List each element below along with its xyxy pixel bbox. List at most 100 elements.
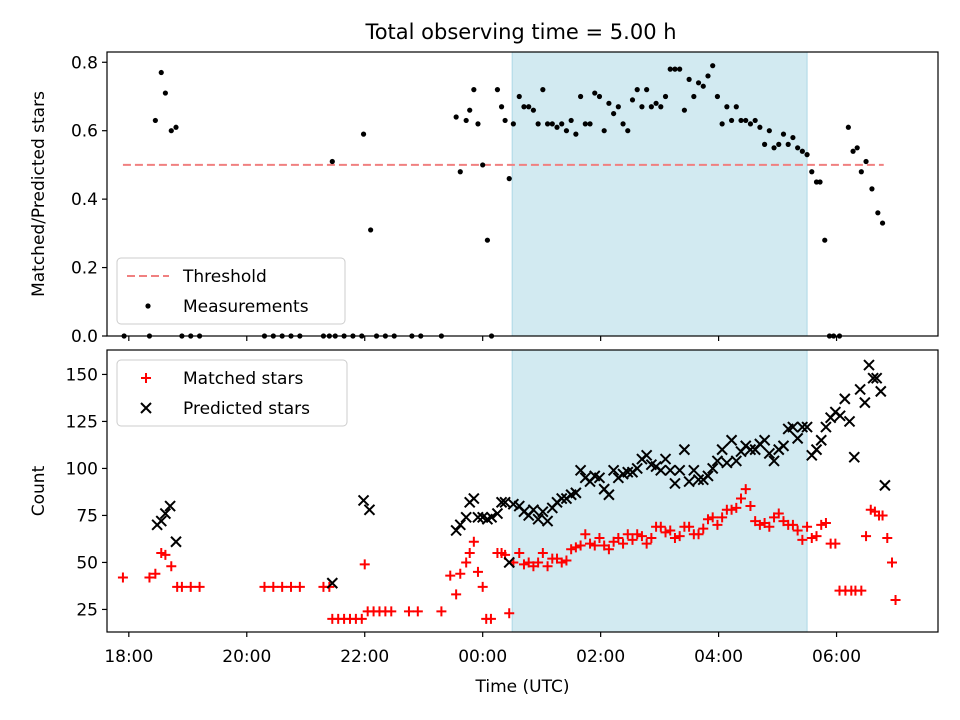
measurement-point bbox=[850, 148, 856, 154]
measurement-point bbox=[625, 128, 631, 134]
predicted-point bbox=[593, 472, 606, 484]
measurement-point bbox=[875, 210, 881, 216]
measurement-point bbox=[467, 107, 473, 113]
measurement-point bbox=[790, 134, 796, 141]
legend-box bbox=[116, 359, 348, 427]
matched-point bbox=[802, 521, 813, 532]
measurement-point bbox=[672, 66, 678, 72]
predicted-point bbox=[673, 464, 686, 477]
measurement-point bbox=[705, 73, 711, 79]
top-panel-measurements: 0.0 0.2 0.4 0.6 0.8 Matched/Predicted stars Th… bbox=[29, 51, 939, 347]
measurement-point bbox=[559, 121, 565, 127]
y-tick-label: 0.6 bbox=[71, 122, 98, 142]
measurement-point bbox=[752, 117, 758, 124]
legend: Matched stars Predicted stars bbox=[116, 359, 348, 427]
measurement-point bbox=[611, 110, 617, 117]
matched-point bbox=[570, 542, 581, 553]
predicted-point bbox=[702, 470, 714, 482]
measurement-point bbox=[568, 117, 574, 124]
predicted-point bbox=[859, 396, 871, 409]
measurement-point bbox=[484, 237, 491, 243]
predicted-point bbox=[170, 536, 182, 548]
bottom-panel-counts: 25 50 75 100 125 150 18:00 20:00 22:00 00:00 02:00… bbox=[29, 349, 939, 697]
measurement-point bbox=[728, 117, 735, 124]
measurement-point bbox=[173, 124, 179, 130]
predicted-point bbox=[537, 505, 549, 518]
measurement-point bbox=[540, 87, 546, 93]
matched-point bbox=[698, 523, 709, 534]
y-tick-label: 25 bbox=[76, 600, 98, 620]
matched-point bbox=[806, 533, 817, 543]
measurement-point bbox=[710, 63, 716, 69]
legend-matched-swatch bbox=[141, 373, 151, 383]
measurement-point bbox=[738, 117, 744, 124]
measurement-point bbox=[498, 104, 505, 110]
x-tick-label: 04:00 bbox=[694, 647, 743, 667]
matched-point bbox=[194, 581, 205, 592]
predicted-point bbox=[326, 577, 339, 589]
matched-point bbox=[820, 517, 831, 528]
predicted-point bbox=[863, 359, 875, 371]
predicted-point bbox=[879, 479, 891, 492]
predicted-point bbox=[574, 464, 587, 477]
legend-box bbox=[116, 257, 346, 325]
measurement-point bbox=[757, 124, 763, 130]
predicted-point bbox=[454, 519, 466, 531]
x-tick-label: 20:00 bbox=[222, 647, 271, 667]
measurement-point bbox=[577, 93, 584, 100]
measurement-point bbox=[596, 93, 603, 100]
x-tick-label: 18:00 bbox=[104, 647, 153, 667]
matched-point bbox=[589, 540, 600, 551]
matched-point bbox=[745, 501, 756, 512]
matched-point bbox=[740, 484, 751, 495]
y-tick-label: 0.0 bbox=[71, 327, 98, 347]
predicted-point bbox=[631, 462, 643, 475]
predicted-point bbox=[556, 492, 568, 505]
predicted-point bbox=[532, 513, 544, 525]
predicted-point bbox=[541, 515, 554, 527]
predicted-point bbox=[834, 410, 846, 422]
y-axis-label: Count bbox=[29, 465, 49, 516]
matched-point bbox=[702, 514, 713, 525]
matched-point bbox=[636, 531, 647, 542]
measurement-point bbox=[506, 176, 512, 182]
y-tick-label: 0.4 bbox=[71, 190, 98, 210]
predicted-point bbox=[450, 524, 462, 537]
y-tick-label: 75 bbox=[76, 506, 98, 526]
predicted-point bbox=[839, 393, 851, 405]
measurement-point bbox=[601, 128, 607, 134]
matched-point bbox=[886, 557, 897, 568]
predicted-point bbox=[495, 496, 508, 508]
predicted-point bbox=[763, 447, 776, 460]
measurement-point bbox=[480, 162, 486, 168]
matched-point bbox=[533, 557, 544, 568]
matched-point bbox=[117, 572, 128, 583]
measurement-point bbox=[168, 128, 174, 134]
legend-predicted-swatch bbox=[140, 402, 152, 414]
matched-point bbox=[877, 510, 888, 521]
matched-point bbox=[736, 493, 747, 504]
matched-point bbox=[485, 613, 496, 624]
measurement-point bbox=[592, 90, 598, 96]
measurement-point bbox=[554, 124, 560, 130]
measurement-point bbox=[475, 121, 481, 127]
measurement-point bbox=[879, 220, 886, 226]
predicted-point bbox=[659, 453, 672, 465]
measurement-point bbox=[453, 114, 459, 120]
measurement-point bbox=[785, 141, 791, 147]
matched-point bbox=[707, 512, 718, 523]
measurement-point bbox=[747, 121, 754, 127]
predicted-point bbox=[159, 507, 172, 520]
matched-point bbox=[455, 568, 466, 579]
y-tick-label: 125 bbox=[66, 412, 98, 432]
measurement-point bbox=[667, 66, 673, 72]
predicted-point bbox=[796, 421, 809, 433]
predicted-point bbox=[706, 462, 719, 475]
predicted-point bbox=[678, 443, 691, 456]
measurement-point bbox=[162, 90, 168, 96]
predicted-point bbox=[801, 421, 813, 433]
x-tick-label: 00:00 bbox=[458, 647, 507, 667]
measurement-point bbox=[620, 121, 626, 127]
axes-frame bbox=[106, 349, 939, 633]
matched-point bbox=[632, 529, 643, 540]
